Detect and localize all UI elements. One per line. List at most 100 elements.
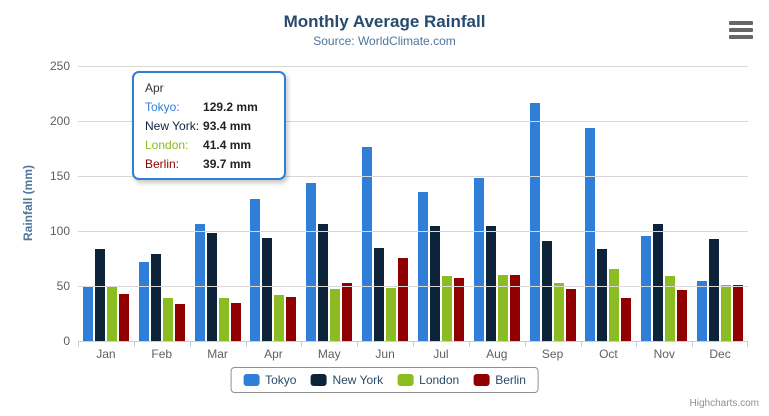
hamburger-icon [729,21,753,25]
bar-group-oct [580,66,636,341]
bar-berlin-nov[interactable] [677,289,688,341]
bar-berlin-jan[interactable] [118,294,129,341]
bar-berlin-may[interactable] [342,283,353,341]
bar-tokyo-may[interactable] [306,182,317,341]
tooltip: Apr Tokyo: 129.2 mm New York: 93.4 mm London… [132,71,286,180]
bar-london-jul[interactable] [441,276,452,341]
gridline-250 [78,66,748,67]
legend-item-tokyo[interactable]: Tokyo [243,373,296,387]
bar-new-york-may[interactable] [318,224,329,341]
gridline-100 [78,231,748,232]
bar-london-dec[interactable] [721,284,732,341]
legend-label-new-york: New York [332,373,384,387]
tooltip-series-label-berlin: Berlin: [145,157,180,171]
tooltip-header: Apr [145,81,164,95]
y-axis-label-100: 100 [49,224,70,238]
x-axis-label-apr: Apr [264,347,283,361]
bar-berlin-dec[interactable] [733,284,744,341]
bar-group-nov [636,66,692,341]
gridline-200 [78,121,748,122]
bar-london-feb[interactable] [162,298,173,341]
bar-new-york-jan[interactable] [94,249,105,341]
x-axis-tick [357,342,358,347]
x-axis-tick [134,342,135,347]
legend-item-berlin[interactable]: Berlin [473,373,526,387]
export-menu-button[interactable] [729,21,753,39]
bar-berlin-feb[interactable] [174,304,185,341]
tooltip-series-value-london: 41.4 mm [203,138,252,152]
x-axis-tick [581,342,582,347]
bar-tokyo-jan[interactable] [82,286,93,341]
x-axis-tick [747,342,748,347]
bar-tokyo-aug[interactable] [473,177,484,341]
x-axis-label-may: May [317,347,341,361]
x-axis-tick [692,342,693,347]
tooltip-series-label-london: London: [145,138,189,152]
bar-tokyo-jul[interactable] [417,191,428,341]
x-axis-label-mar: Mar [207,347,228,361]
bar-group-jan [78,66,134,341]
x-axis-tick [525,342,526,347]
legend-item-london[interactable]: London [397,373,459,387]
bar-tokyo-nov[interactable] [641,235,652,341]
bar-tokyo-sep[interactable] [529,102,540,341]
x-axis-label-nov: Nov [653,347,675,361]
bar-london-apr[interactable] [274,295,285,341]
bar-tokyo-mar[interactable] [194,223,205,341]
bar-groups [78,66,748,341]
legend-item-new-york[interactable]: New York [310,373,383,387]
x-axis-label-dec: Dec [709,347,731,361]
bar-new-york-aug[interactable] [485,226,496,341]
bar-berlin-sep[interactable] [565,288,576,341]
tooltip-series-label-new-york: New York: [145,119,200,133]
x-axis-tick [190,342,191,347]
bar-new-york-apr[interactable] [262,238,273,341]
legend-label-tokyo: Tokyo [265,373,297,387]
tooltip-series-value-berlin: 39.7 mm [203,157,252,171]
bar-berlin-jun[interactable] [398,257,409,341]
legend: Tokyo New York London Berlin [230,367,539,393]
gridline-150 [78,176,748,177]
bar-group-may [301,66,357,341]
bar-tokyo-apr[interactable] [250,198,261,341]
y-axis-label-250: 250 [49,59,70,73]
tooltip-series-value-new-york: 93.4 mm [203,119,252,133]
tooltip-rows: Tokyo: 129.2 mm New York: 93.4 mm London: 41.… [145,100,273,171]
bar-new-york-dec[interactable] [709,239,720,341]
y-axis-label-150: 150 [49,169,70,183]
bar-london-aug[interactable] [497,275,508,341]
legend-swatch-london [397,374,414,386]
bar-london-jun[interactable] [386,287,397,341]
bar-new-york-oct[interactable] [597,249,608,341]
bar-london-nov[interactable] [665,275,676,341]
bar-london-sep[interactable] [553,283,564,341]
bar-new-york-sep[interactable] [541,240,552,341]
bar-berlin-jul[interactable] [453,277,464,341]
tooltip-series-value-tokyo: 129.2 mm [203,100,258,114]
x-axis-label-feb: Feb [151,347,173,361]
bar-new-york-feb[interactable] [150,254,161,341]
bar-london-mar[interactable] [218,297,229,341]
credits-link[interactable]: Highcharts.com [689,398,759,409]
bar-new-york-jun[interactable] [374,248,385,341]
bar-tokyo-dec[interactable] [697,281,708,341]
legend-label-london: London [419,373,460,387]
bar-berlin-mar[interactable] [230,303,241,341]
x-axis-line [78,341,748,342]
bar-berlin-oct[interactable] [621,298,632,341]
bar-group-jun [357,66,413,341]
bar-group-dec [692,66,748,341]
chart-title: Monthly Average Rainfall [283,12,486,31]
bar-tokyo-oct[interactable] [585,127,596,341]
bar-berlin-apr[interactable] [286,297,297,341]
bar-london-may[interactable] [330,289,341,341]
bar-tokyo-jun[interactable] [362,147,373,341]
bar-london-jan[interactable] [106,287,117,341]
bar-berlin-aug[interactable] [509,274,520,341]
bar-new-york-jul[interactable] [429,225,440,341]
bar-london-oct[interactable] [609,269,620,341]
bar-tokyo-feb[interactable] [138,262,149,341]
bar-new-york-nov[interactable] [653,223,664,341]
y-axis-label-0: 0 [63,334,70,348]
